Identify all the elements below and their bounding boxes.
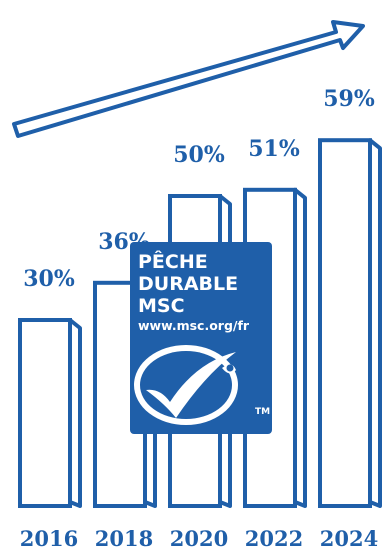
bar-2016 xyxy=(18,318,82,508)
msc-logo: PÊCHE DURABLE MSC www.msc.org/fr TM xyxy=(130,242,272,434)
logo-trademark: TM xyxy=(255,407,270,417)
bar-2024 xyxy=(318,138,382,508)
upward-trend-arrow-icon xyxy=(12,20,365,138)
category-label: 2024 xyxy=(320,526,378,551)
category-label: 2016 xyxy=(20,526,78,551)
bars-group xyxy=(18,138,382,509)
value-label: 59% xyxy=(323,86,375,112)
logo-line-2: DURABLE xyxy=(138,273,238,295)
logo-line-3: MSC xyxy=(138,295,185,317)
logo-url: www.msc.org/fr xyxy=(138,318,250,333)
category-label: 2018 xyxy=(95,526,153,551)
msc-fish-tick-icon xyxy=(134,345,238,425)
value-label: 30% xyxy=(23,266,75,292)
category-label: 2022 xyxy=(245,526,303,551)
logo-line-1: PÊCHE xyxy=(138,250,208,273)
category-labels-group: 2016 2018 2020 2022 2024 xyxy=(20,526,378,551)
category-label: 2020 xyxy=(170,526,228,551)
value-label: 50% xyxy=(173,142,225,168)
value-label: 51% xyxy=(248,136,300,162)
